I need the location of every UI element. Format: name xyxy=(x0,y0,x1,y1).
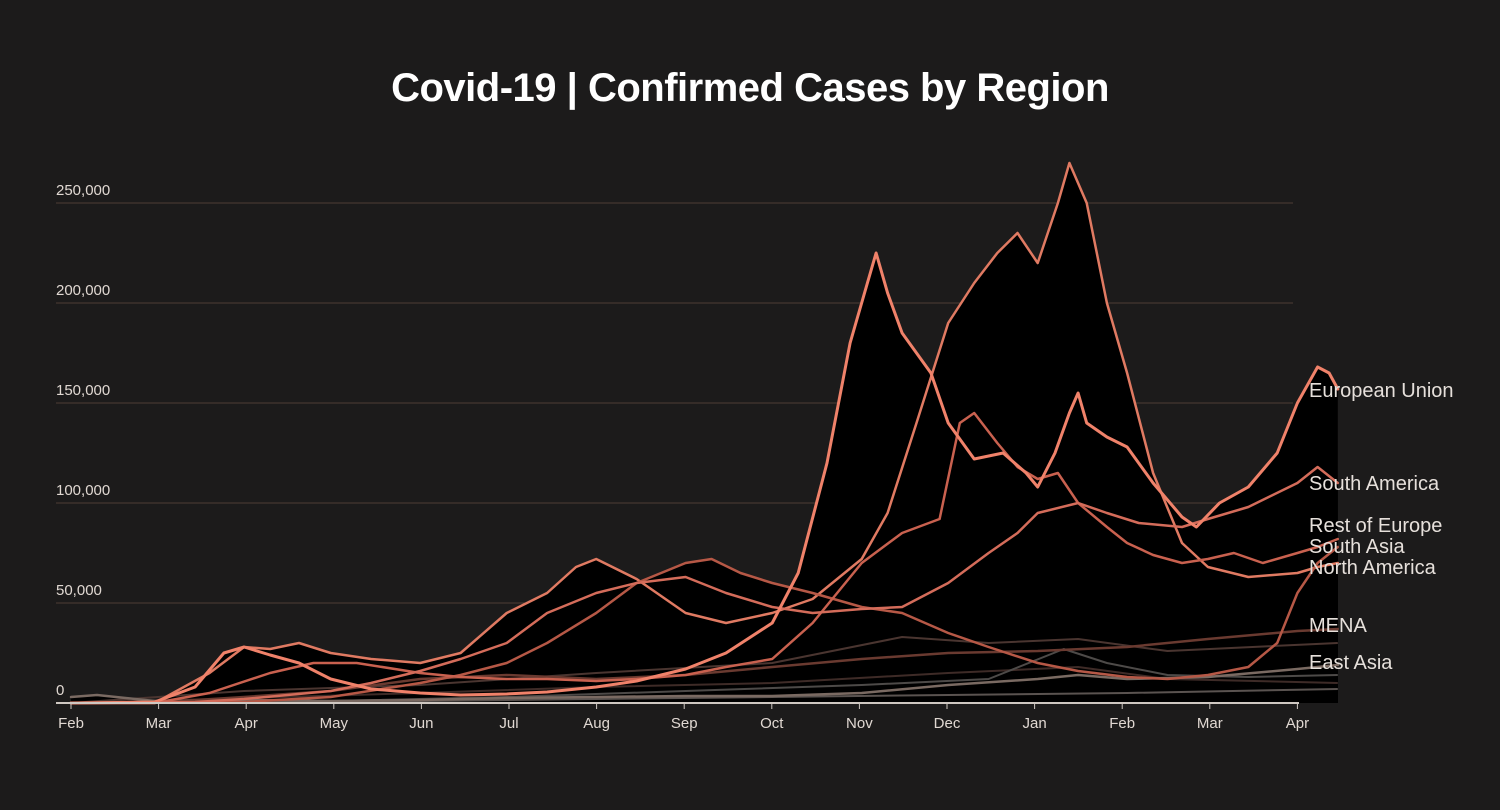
x-tick-label: Dec xyxy=(934,715,961,732)
y-tick-label: 250,000 xyxy=(56,182,110,199)
series-line-rest-of-europe xyxy=(69,411,1340,705)
x-tick-label: Feb xyxy=(1109,715,1135,732)
y-tick-label: 150,000 xyxy=(56,382,110,399)
x-tick-label: Aug xyxy=(583,715,610,732)
y-tick-label: 100,000 xyxy=(56,482,110,499)
series-layer xyxy=(69,161,1340,705)
chart-title: Covid-19 | Confirmed Cases by Region xyxy=(391,66,1109,110)
x-tick-label: Jul xyxy=(499,715,518,732)
x-tick-label: Apr xyxy=(235,715,258,732)
series-label: North America xyxy=(1309,557,1437,579)
x-tick-label: Sep xyxy=(671,715,698,732)
series-label: MENA xyxy=(1309,615,1367,637)
series-label: South America xyxy=(1309,473,1440,495)
y-tick-label: 50,000 xyxy=(56,582,102,599)
series-label: East Asia xyxy=(1309,652,1393,674)
background-series-line xyxy=(70,636,1338,704)
x-tick-label: Mar xyxy=(146,715,172,732)
series-label: South Asia xyxy=(1309,536,1406,558)
series-line-south-asia xyxy=(69,545,1340,705)
series-label: Rest of Europe xyxy=(1309,515,1442,537)
background-series-line xyxy=(70,666,1338,704)
x-tick-label: Feb xyxy=(58,715,84,732)
fill-layer xyxy=(71,163,1338,703)
axis-layer xyxy=(56,702,1299,709)
series-line-european-union xyxy=(69,251,1340,705)
x-tick-label: Oct xyxy=(760,715,784,732)
y-tick-label: 0 xyxy=(56,682,64,699)
series-line-north-america xyxy=(69,161,1340,705)
series-area-fill xyxy=(71,163,1338,703)
x-tick-label: May xyxy=(320,715,349,732)
x-tick-label: Mar xyxy=(1197,715,1223,732)
x-tick-label: Apr xyxy=(1286,715,1309,732)
label-layer: 0 50,000 100,000 150,000 200,000 250,000 Feb Ma… xyxy=(56,182,1454,732)
series-line-south-america xyxy=(69,465,1340,705)
x-tick-label: Jan xyxy=(1023,715,1047,732)
series-label: European Union xyxy=(1309,380,1454,402)
x-tick-label: Jun xyxy=(409,715,433,732)
x-tick-label: Nov xyxy=(846,715,873,732)
y-tick-label: 200,000 xyxy=(56,282,110,299)
